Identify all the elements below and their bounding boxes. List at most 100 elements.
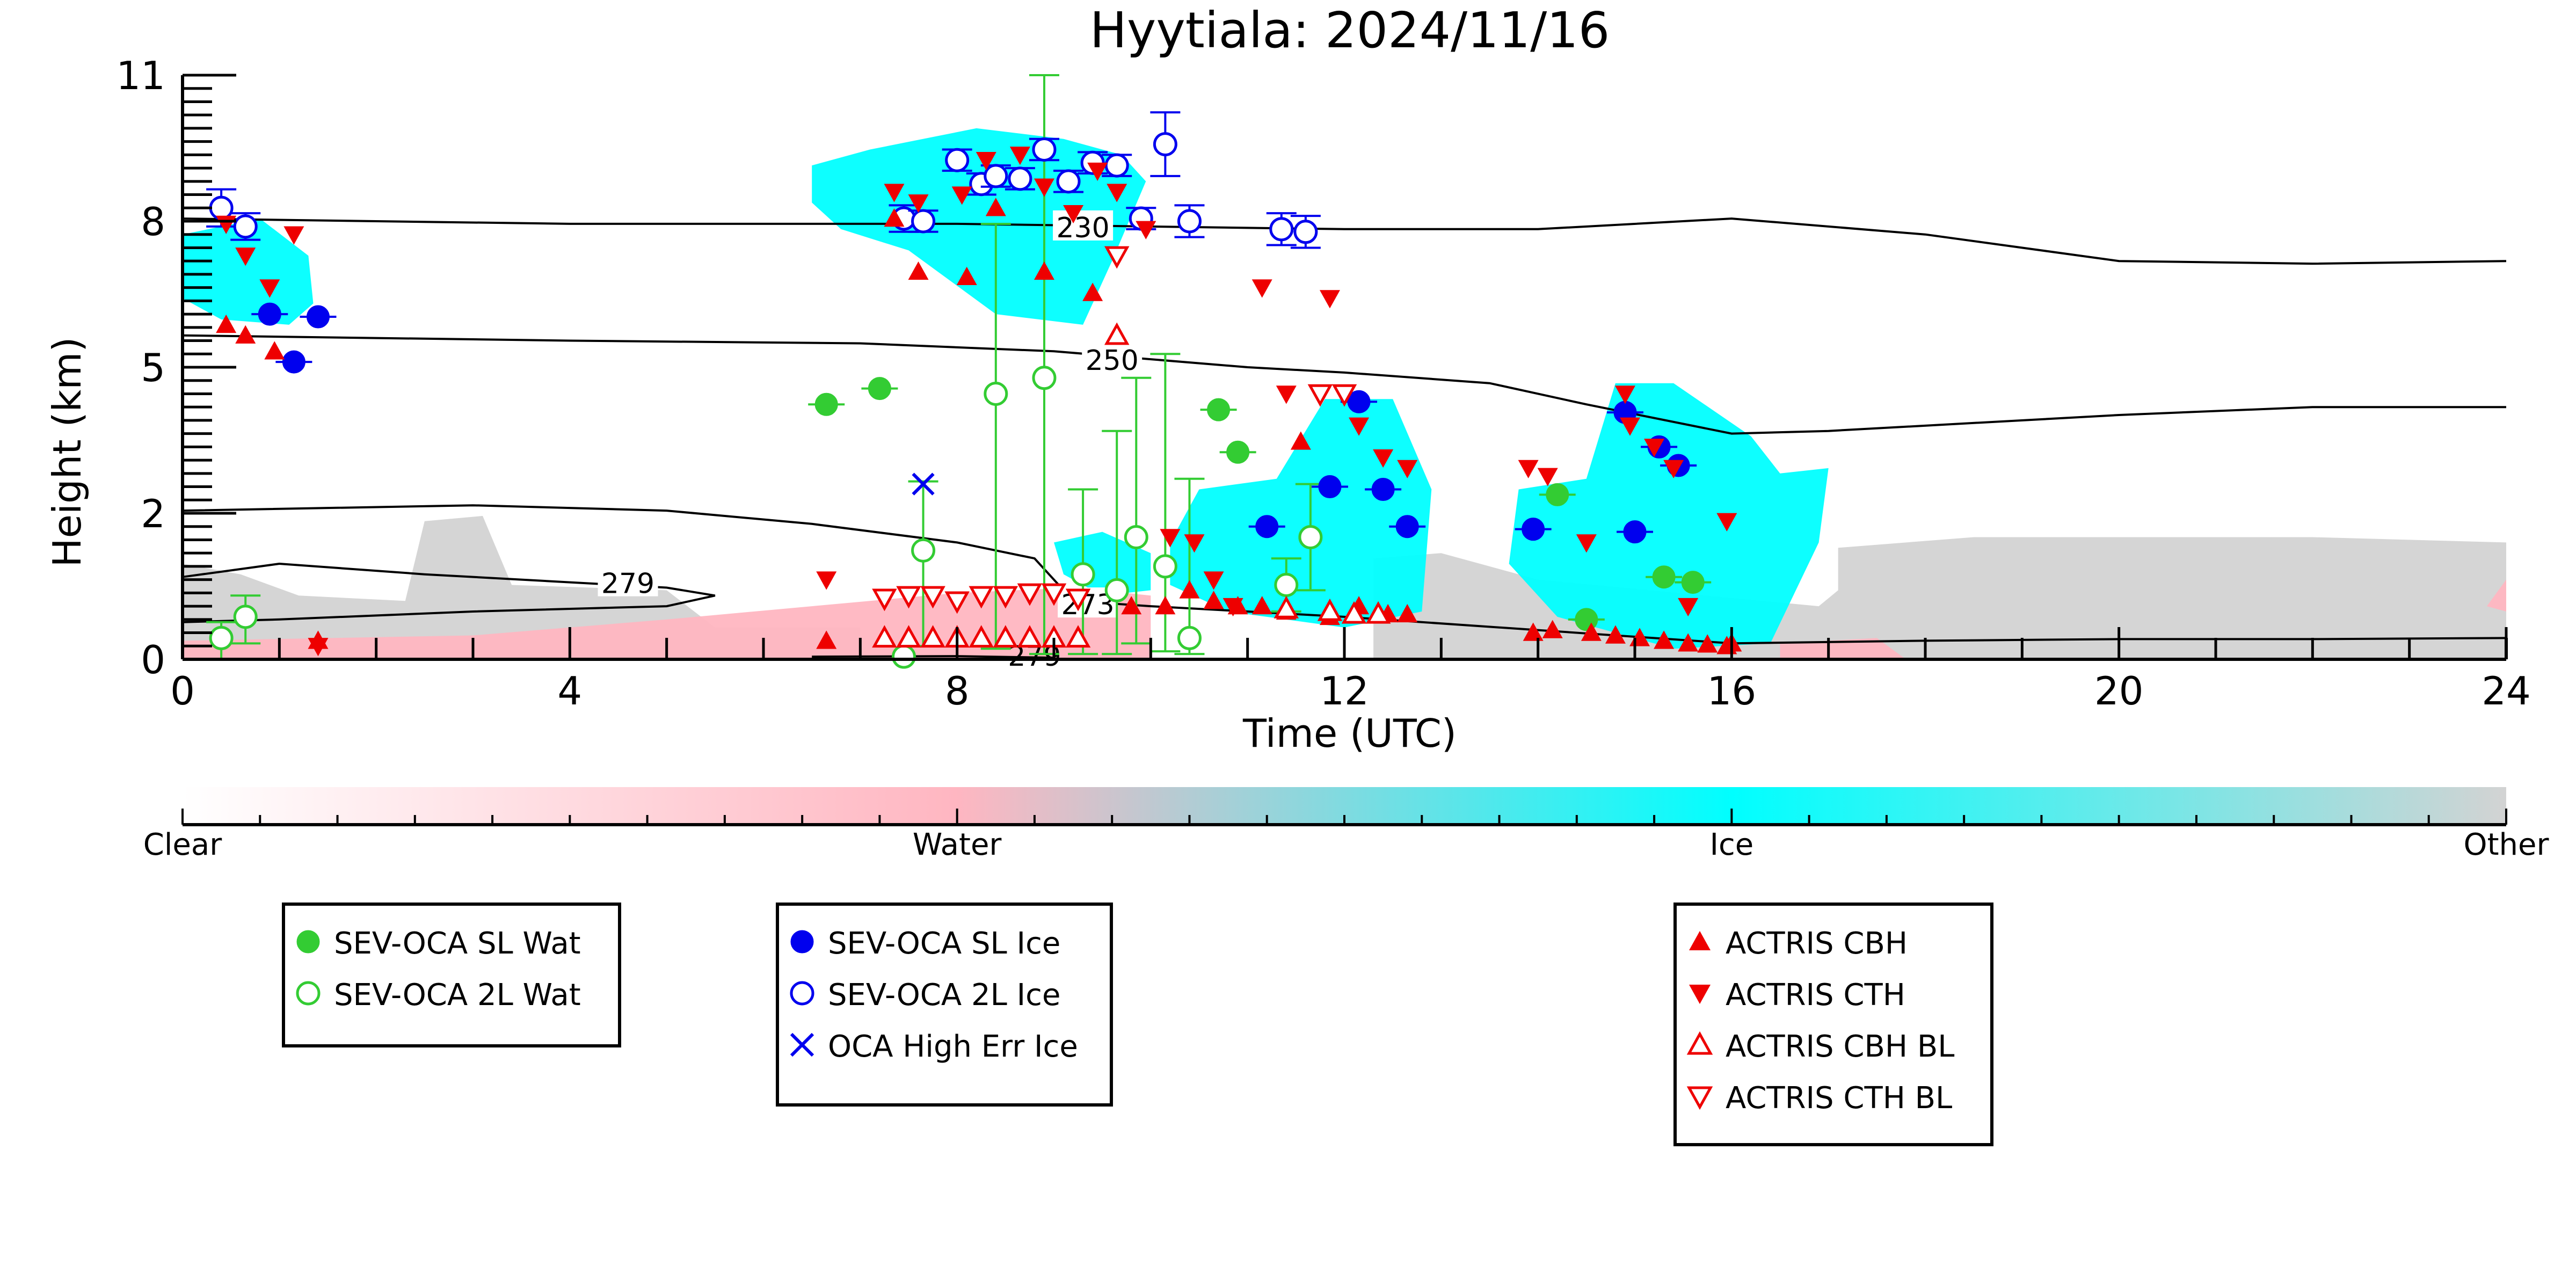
data-point (1222, 598, 1243, 617)
y-tick-label: 8 (141, 199, 165, 244)
y-tick-label: 0 (141, 637, 165, 682)
data-point (1318, 475, 1342, 499)
contour-label: 230 (1056, 212, 1109, 244)
data-point (1523, 622, 1544, 641)
data-point (235, 325, 256, 344)
data-point (308, 638, 329, 657)
data-point (816, 630, 837, 649)
series-sev-oca-2l-wat (206, 74, 1326, 669)
legend-item-sev-oca-2l-ice: SEV-OCA 2L Ice (790, 978, 1060, 1013)
data-point (1654, 630, 1675, 649)
data-point (1153, 554, 1177, 579)
series-actris-cbh-bl (872, 322, 1391, 648)
data-point (282, 350, 305, 374)
data-point (1063, 205, 1084, 224)
data-point (1290, 431, 1311, 450)
y-tick-label: 5 (141, 345, 165, 390)
data-point (259, 279, 280, 298)
data-point (984, 381, 1008, 406)
data-point (1644, 439, 1665, 457)
cloud-classification-masks (183, 128, 2506, 659)
error-bar (1121, 376, 1152, 645)
cloud-mask-region-7 (1170, 399, 1432, 628)
data-point (1104, 246, 1130, 269)
data-point (1034, 261, 1054, 280)
legend-label: SEV-OCA 2L Wat (334, 978, 581, 1013)
legend-item-oca-high-err-ice: OCA High Err Ice (790, 1029, 1078, 1064)
data-point (920, 625, 945, 648)
colorbar-label-water: Water (913, 827, 1002, 862)
data-point (1576, 534, 1597, 553)
contour-line-230 (182, 217, 2507, 265)
legend-label: ACTRIS CBH (1726, 926, 1908, 961)
data-point (1136, 221, 1156, 239)
data-point (1207, 398, 1231, 421)
data-point (1251, 279, 1272, 298)
data-point (1298, 525, 1323, 550)
data-point (1681, 571, 1705, 594)
contour-label-bg (1082, 343, 1143, 374)
legend-frame (776, 903, 1113, 1107)
data-point (1546, 483, 1569, 506)
y-tick-label: 11 (116, 53, 165, 98)
data-point (908, 261, 929, 280)
data-point (911, 209, 936, 234)
data-point (1395, 515, 1419, 539)
legend-item-sev-oca-sl-wat: SEV-OCA SL Wat (296, 926, 581, 961)
data-point (1623, 520, 1647, 544)
data-point (1319, 290, 1340, 309)
data-point (1678, 598, 1699, 617)
data-point (1663, 460, 1684, 478)
cloud-mask-region-8 (1509, 383, 1829, 649)
data-point (1009, 147, 1030, 165)
colorbar-label-ice: Ice (1709, 827, 1753, 862)
x-tick-label: 20 (2094, 668, 2144, 714)
data-point (1347, 390, 1371, 413)
data-point (951, 186, 972, 205)
error-bar (1102, 430, 1132, 656)
data-point (1274, 573, 1299, 598)
colorbar-label-other: Other (2463, 827, 2549, 862)
data-point (944, 591, 970, 614)
data-point (1017, 625, 1043, 648)
data-point (209, 625, 234, 650)
data-point (1071, 562, 1095, 587)
data-point (1184, 534, 1205, 553)
data-point (1203, 571, 1224, 590)
data-point (1276, 385, 1297, 404)
data-point (1614, 385, 1635, 404)
legend-label: SEV-OCA 2L Ice (828, 978, 1060, 1013)
data-point (896, 625, 921, 648)
data-point (1107, 184, 1127, 202)
x-tick-label: 16 (1707, 668, 1757, 714)
classification-colorbar: Clear Water Ice Other (143, 787, 2549, 862)
data-point (1678, 633, 1699, 652)
error-bar (980, 222, 1011, 650)
data-point (1575, 608, 1598, 631)
data-point (1104, 153, 1129, 178)
legend-label: ACTRIS CTH (1726, 978, 1905, 1013)
legend-item-actris-cbh: ACTRIS CBH (1689, 926, 1908, 961)
data-point (908, 194, 929, 213)
data-point (1177, 625, 1202, 650)
chart-title: Hyytiala: 2024/11/16 (1090, 2, 1610, 59)
data-point (1307, 384, 1333, 407)
data-point (872, 588, 897, 612)
data-point (984, 164, 1008, 188)
data-point (1082, 282, 1103, 301)
data-point (283, 226, 304, 245)
x-tick-label: 0 (170, 668, 195, 714)
legend-group: SEV-OCA SL Wat SEV-OCA 2L Wat SEV-OCA SL I… (282, 903, 1993, 1146)
data-point (1269, 217, 1294, 242)
x-tick-label: 12 (1320, 668, 1369, 714)
data-point (1032, 137, 1057, 162)
legend-label: SEV-OCA SL Wat (334, 926, 581, 961)
contour-label-bg (1053, 210, 1114, 241)
data-point (884, 208, 905, 227)
series-sev-oca-sl-wat (808, 377, 1712, 631)
legend-marker (296, 930, 320, 954)
data-point (258, 302, 281, 326)
contour-line-250 (182, 334, 2506, 435)
data-point (896, 586, 921, 609)
